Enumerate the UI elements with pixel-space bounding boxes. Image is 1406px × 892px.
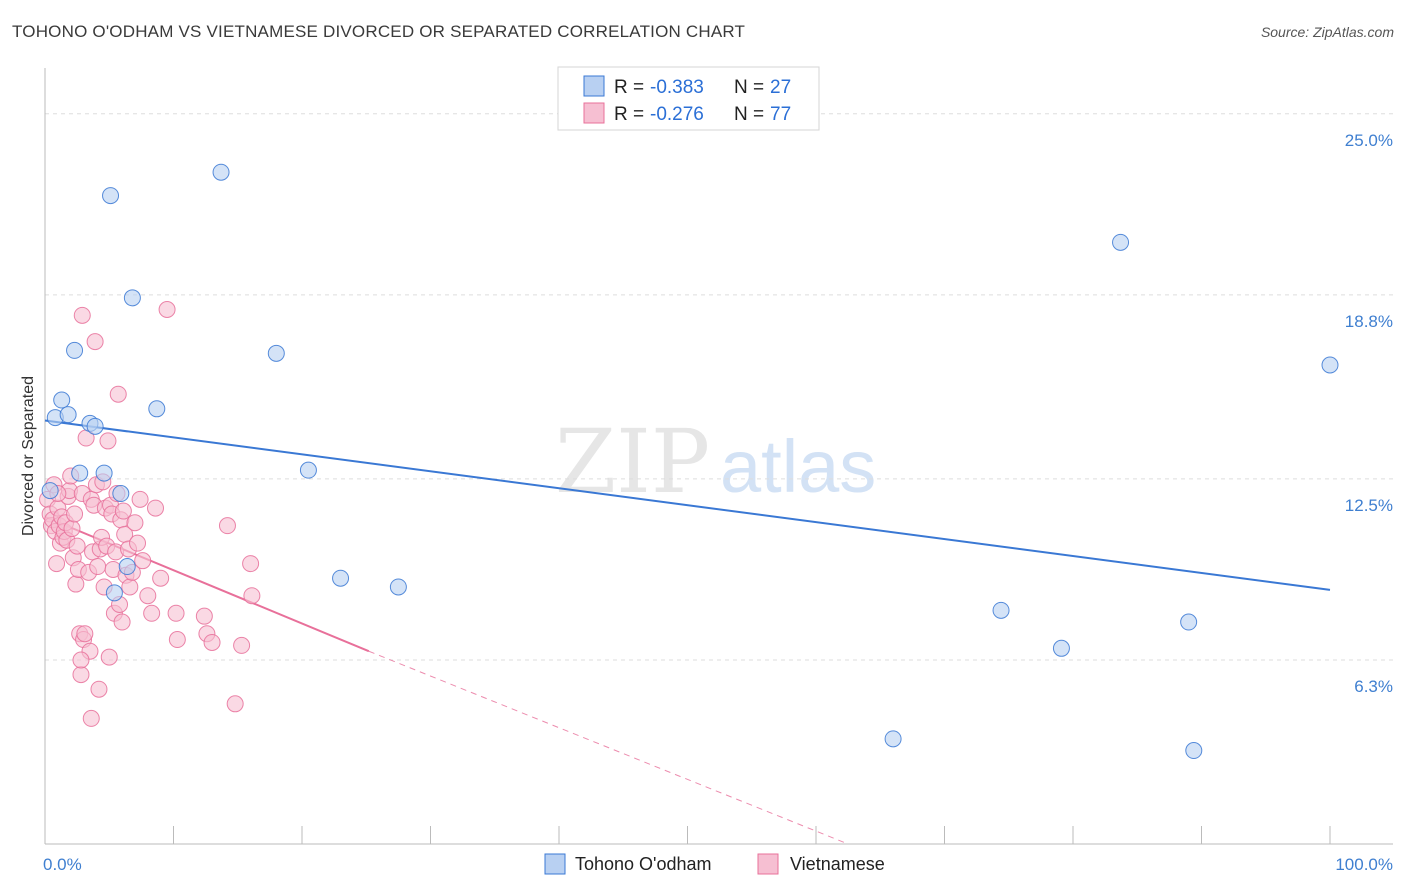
vietnamese-point-84 [72,651,90,669]
gridlines [45,113,1393,661]
vietnamese-point-80 [243,587,261,605]
legend-label-vietnamese: Vietnamese [790,854,885,874]
source-credit: Source: ZipAtlas.com [1260,24,1394,40]
tohono-point-4 [66,341,84,359]
bottom-legend: Tohono O'odham Vietnamese [544,853,885,875]
vietnamese-point-34 [86,333,104,351]
tohono-point-3 [59,406,77,424]
y-axis-label: Divorced or Separated [20,376,37,536]
y-tick-labels: 6.3% 12.5% 18.8% 25.0% [1345,131,1393,696]
tohono-point-10 [105,584,123,602]
tohono-point-19 [389,578,407,596]
vietnamese-point-37 [90,680,108,698]
axes [44,68,1393,845]
vietnamese-point-67 [147,499,165,517]
stats-n-value-2: 77 [770,104,791,125]
vietnamese-point-71 [168,631,186,649]
tohono-point-7 [86,417,104,435]
tohono-point-0 [41,482,59,500]
vietnamese-point-22 [68,537,86,555]
vietnamese-point-68 [152,569,170,587]
stats-swatch-blue [583,75,605,97]
tohono-point-9 [102,187,120,205]
vietnamese-point-45 [100,648,118,666]
tohono-point-25 [1185,742,1203,760]
vietnamese-point-83 [76,625,94,643]
y-tick-label-2: 18.8% [1345,312,1393,331]
stats-n-label-2: N = [734,104,764,125]
tohono-point-20 [884,730,902,748]
vietnamese-point-72 [195,607,213,625]
vietnamese-point-63 [131,490,149,508]
tohono-point-13 [123,289,141,307]
vietnamese-point-62 [129,534,147,552]
vietnamese-point-69 [158,301,176,319]
vietnamese-point-55 [114,502,132,520]
vietnamese-point-54 [113,613,131,631]
tohono-point-23 [1112,233,1130,251]
x-tick-label-min: 0.0% [43,855,82,874]
tohono-point-15 [212,163,230,181]
y-tick-label-0: 6.3% [1354,677,1393,696]
tohono-point-24 [1180,613,1198,631]
x-tick-label-max: 100.0% [1335,855,1393,874]
vietnamese-point-66 [143,604,161,622]
trend-line-0 [44,419,1331,591]
stats-legend-box: R = -0.383 N = 27 R = -0.276 N = 77 [557,66,820,131]
tohono-point-18 [332,569,350,587]
vietnamese-point-79 [73,306,91,324]
vietnamese-point-76 [233,636,251,654]
data-points [39,163,1339,760]
legend-swatch-vietnamese [757,853,779,875]
stats-swatch-pink [583,102,605,124]
vietnamese-point-85 [203,633,221,651]
tohono-point-17 [299,461,317,479]
vietnamese-point-25 [72,666,90,684]
legend-label-tohono: Tohono O'odham [575,854,712,874]
watermark-zip: ZIP [555,410,710,513]
vietnamese-point-44 [99,432,117,450]
trend-extension-1 [368,650,849,845]
vietnamese-point-70 [167,604,185,622]
tohono-point-21 [992,601,1010,619]
vietnamese-point-81 [109,385,127,403]
vietnamese-point-77 [242,555,260,573]
vietnamese-point-36 [89,558,107,576]
tohono-point-11 [112,485,130,503]
vietnamese-point-59 [121,578,139,596]
vietnamese-point-64 [134,552,152,570]
tohono-point-2 [53,391,71,409]
tohono-point-12 [118,558,136,576]
watermark-atlas: atlas [720,425,876,508]
tohono-point-22 [1052,639,1070,657]
legend-swatch-tohono [544,853,566,875]
stats-n-value-1: 27 [770,77,791,98]
chart-title: TOHONO O'ODHAM VS VIETNAMESE DIVORCED OR… [12,22,746,41]
stats-r-label-2: R = [614,104,644,125]
y-tick-label-1: 12.5% [1345,496,1393,515]
stats-r-value-1: -0.383 [650,77,704,98]
stats-r-value-2: -0.276 [650,104,704,125]
vietnamese-point-82 [82,709,100,727]
vietnamese-point-20 [66,505,84,523]
tohono-point-14 [148,400,166,418]
vietnamese-point-65 [139,587,157,605]
tohono-point-16 [267,344,285,362]
vietnamese-point-61 [126,514,144,532]
tohono-point-26 [1321,356,1339,374]
tohono-point-8 [95,464,113,482]
vietnamese-point-74 [218,517,236,535]
stats-n-label-1: N = [734,77,764,98]
vietnamese-point-21 [67,575,85,593]
stats-r-label-1: R = [614,77,644,98]
vietnamese-point-18 [63,520,81,538]
y-tick-label-3: 25.0% [1345,131,1393,150]
vietnamese-point-75 [226,695,244,713]
tohono-point-5 [71,464,89,482]
vietnamese-point-6 [48,555,66,573]
